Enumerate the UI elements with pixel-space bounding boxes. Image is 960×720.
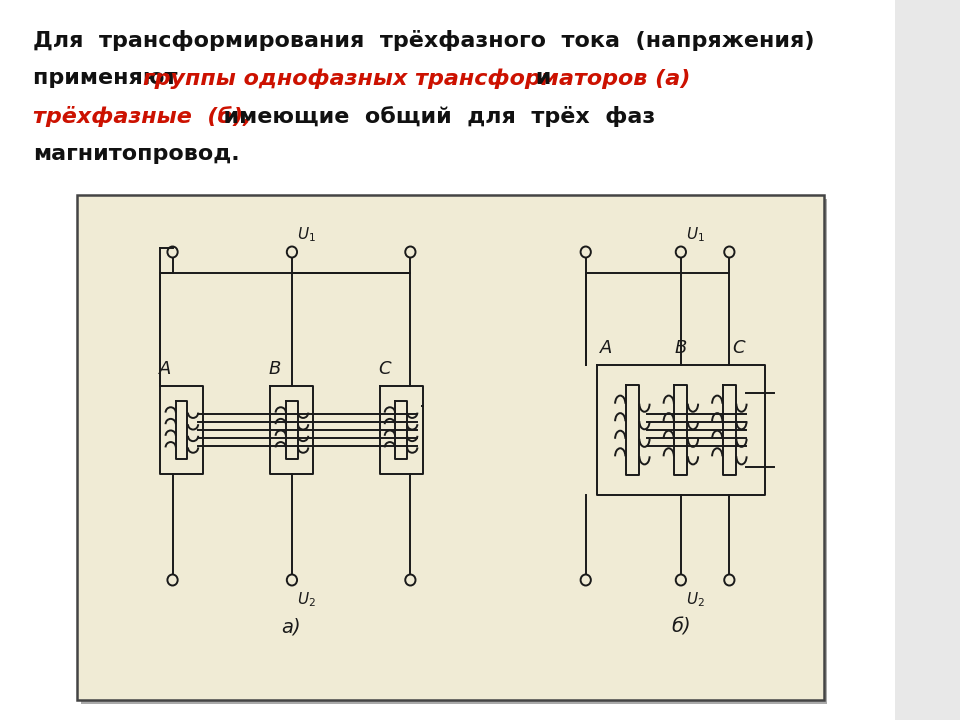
Text: A: A [159,360,171,378]
FancyBboxPatch shape [0,0,896,720]
Text: C: C [732,339,745,357]
Text: $U_1$: $U_1$ [297,225,316,244]
Text: Для  трансформирования  трёхфазного  тока  (напряжения): Для трансформирования трёхфазного тока (… [33,30,814,51]
Text: A: A [600,339,612,357]
FancyBboxPatch shape [82,199,828,704]
Text: магнитопровод.: магнитопровод. [33,144,239,164]
Text: $U_2$: $U_2$ [685,590,705,608]
Text: C: C [378,360,391,378]
Text: имеющие  общий  для  трёх  фаз: имеющие общий для трёх фаз [208,106,656,127]
Text: B: B [675,339,687,357]
Text: $U_1$: $U_1$ [685,225,705,244]
Text: $U_2$: $U_2$ [297,590,316,608]
Text: B: B [269,360,281,378]
Text: трёхфазные  (б),: трёхфазные (б), [33,106,252,127]
FancyBboxPatch shape [78,195,824,700]
Text: б): б) [671,618,690,636]
Text: применяют: применяют [33,68,185,88]
Text: а): а) [281,618,301,636]
Text: и: и [528,68,551,88]
Text: группы однофазных трансформаторов (а): группы однофазных трансформаторов (а) [143,68,690,89]
